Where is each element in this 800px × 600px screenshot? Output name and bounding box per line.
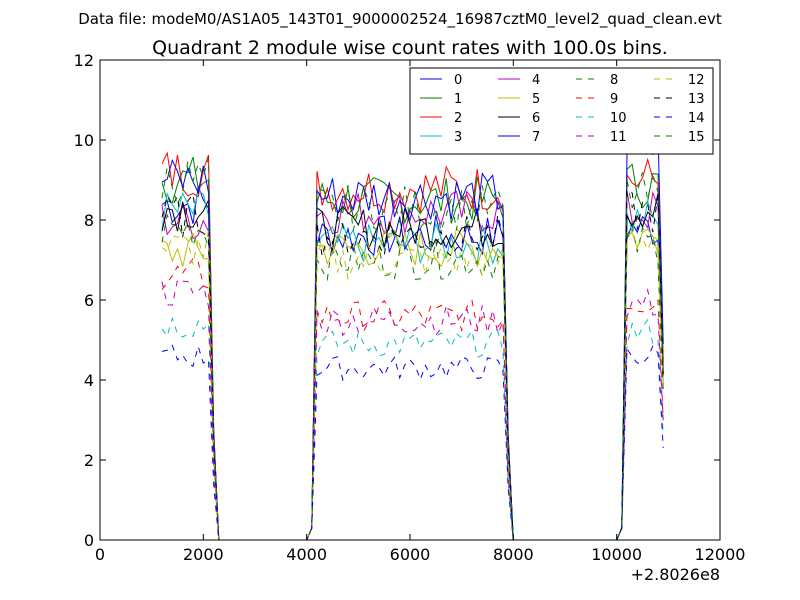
y-tick-label: 10 [74,131,94,150]
series-line-5 [161,227,664,540]
legend-label: 15 [688,130,705,145]
legend-label: 10 [610,111,627,126]
y-tick-label: 12 [74,51,94,70]
series-line-10 [161,316,664,540]
legend-label: 8 [610,73,618,88]
legend-box [409,67,714,155]
chart-suptitle: Data file: modeM0/AS1A05_143T01_90000025… [78,10,722,29]
y-tick-label: 0 [84,531,94,550]
series-line-12 [161,229,664,540]
series-line-15 [161,157,664,540]
plot-lines [161,123,664,540]
series-line-1 [161,156,664,540]
y-tick-label: 2 [84,451,94,470]
legend-label: 11 [610,130,627,145]
legend-label: 5 [532,92,540,107]
x-offset-label: +2.8026e8 [631,565,720,584]
x-tick-label: 6000 [390,545,431,564]
series-line-6 [161,193,664,540]
series-line-7 [161,123,664,540]
series-line-9 [161,258,664,540]
x-tick-label: 8000 [493,545,534,564]
series-line-4 [161,190,664,540]
legend-label: 14 [688,111,705,126]
legend-label: 0 [454,73,462,88]
x-tick-label: 12000 [695,545,746,564]
x-tick-label: 0 [95,545,105,564]
legend-label: 13 [688,92,705,107]
legend-label: 4 [532,73,540,88]
legend-label: 12 [688,73,705,88]
y-tick-label: 8 [84,211,94,230]
series-line-13 [161,189,664,540]
chart-title: Quadrant 2 module wise count rates with … [152,37,668,59]
series-line-8 [161,213,664,540]
legend-label: 1 [454,92,462,107]
x-tick-label: 4000 [286,545,327,564]
legend-label: 7 [532,130,540,145]
x-tick-label: 10000 [591,545,642,564]
legend-label: 3 [454,130,462,145]
y-tick-label: 4 [84,371,94,390]
legend-label: 9 [610,92,618,107]
y-tick-label: 6 [84,291,94,310]
series-line-3 [161,189,664,540]
legend-label: 6 [532,111,540,126]
series-line-14 [161,344,664,540]
series-line-11 [161,279,664,540]
legend-label: 2 [454,111,462,126]
x-tick-label: 2000 [183,545,224,564]
